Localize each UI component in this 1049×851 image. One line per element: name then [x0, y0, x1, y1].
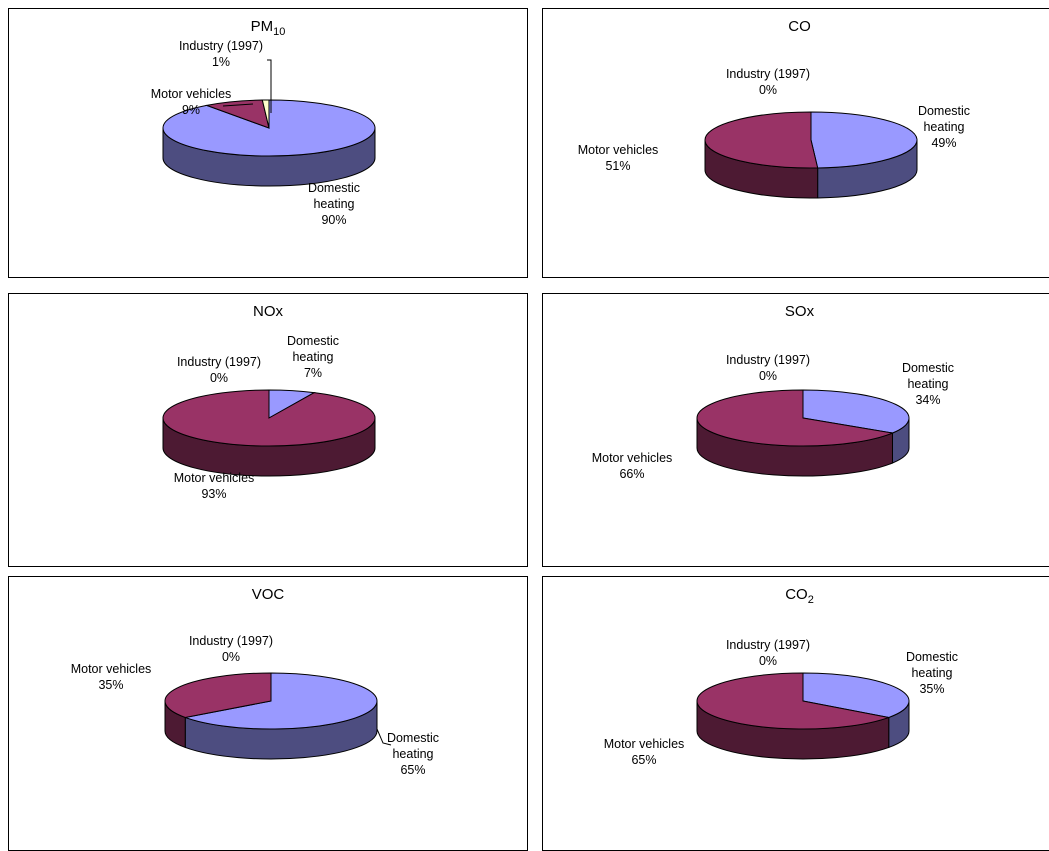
chart-panel-voc: VOC Domestic heating 65% Motor vehicles 35% In…	[8, 576, 528, 851]
pie-slice-domestic-heating	[802, 672, 910, 718]
pie-chart-svg: VOC Domestic heating 65% Motor vehicles 35% In…	[71, 586, 439, 777]
pie-slice-motor-vehicles	[164, 672, 272, 718]
data-label-industry-1997: Industry (1997) 0%	[726, 638, 810, 668]
data-label-domestic-heating: Domestic heating 49%	[918, 104, 970, 150]
chart-title: CO2	[785, 586, 814, 606]
pie-chart-svg: CO2 Domestic heating 35% Motor vehicles 65% In…	[604, 586, 958, 767]
data-label-industry-1997: Industry (1997) 0%	[726, 67, 810, 97]
pie-slice-industry-1997	[261, 99, 270, 129]
pie-slice-domestic-heating	[183, 672, 378, 730]
pie-chart-svg: PM10 Domestic heating 90% Motor vehicles 9% In…	[151, 18, 376, 227]
data-label-motor-vehicles: Motor vehicles 35%	[71, 662, 152, 692]
pie-slice-motor-vehicles	[704, 111, 819, 169]
data-label-domestic-heating: Domestic heating 90%	[308, 181, 360, 227]
data-label-motor-vehicles: Motor vehicles 93%	[174, 471, 255, 501]
label-leader-line	[376, 728, 392, 746]
label-leader-line	[222, 103, 254, 107]
data-label-domestic-heating: Domestic heating 34%	[902, 361, 954, 407]
chart-panel-sox: SOx Domestic heating 34% Motor vehicles 66% In…	[542, 293, 1049, 567]
data-label-industry-1997: Industry (1997) 1%	[179, 39, 263, 69]
chart-title: VOC	[252, 586, 285, 603]
data-label-domestic-heating: Domestic heating 65%	[387, 731, 439, 777]
data-label-motor-vehicles: Motor vehicles 66%	[592, 451, 673, 481]
data-label-motor-vehicles: Motor vehicles 9%	[151, 87, 232, 117]
pie-slice-motor-vehicles	[696, 672, 891, 730]
chart-title: SOx	[785, 303, 815, 320]
label-leader-line	[267, 59, 272, 113]
data-label-motor-vehicles: Motor vehicles 65%	[604, 737, 685, 767]
chart-panel-nox: NOx Domestic heating 7% Motor vehicles 93% Ind…	[8, 293, 528, 567]
data-label-industry-1997: Industry (1997) 0%	[726, 353, 810, 383]
pie-slice-domestic-heating	[810, 111, 918, 169]
data-label-domestic-heating: Domestic heating 7%	[287, 334, 339, 380]
data-label-domestic-heating: Domestic heating 35%	[906, 650, 958, 696]
data-label-motor-vehicles: Motor vehicles 51%	[578, 143, 659, 173]
pie-chart-svg: CO Domestic heating 49% Motor vehicles 51% Ind…	[578, 18, 970, 199]
data-label-industry-1997: Industry (1997) 0%	[177, 355, 261, 385]
data-label-industry-1997: Industry (1997) 0%	[189, 634, 273, 664]
chart-title: CO	[788, 18, 811, 35]
chart-title: NOx	[253, 303, 284, 320]
chart-panel-co: CO Domestic heating 49% Motor vehicles 51% Ind…	[542, 8, 1049, 278]
pie-slice-motor-vehicles	[696, 389, 895, 447]
pie-chart-svg: SOx Domestic heating 34% Motor vehicles 66% In…	[592, 303, 954, 481]
chart-title: PM10	[251, 18, 286, 38]
chart-panel-pm10: PM10 Domestic heating 90% Motor vehicles 9% In…	[8, 8, 528, 278]
chart-panel-co2: CO2 Domestic heating 35% Motor vehicles 65% In…	[542, 576, 1049, 851]
